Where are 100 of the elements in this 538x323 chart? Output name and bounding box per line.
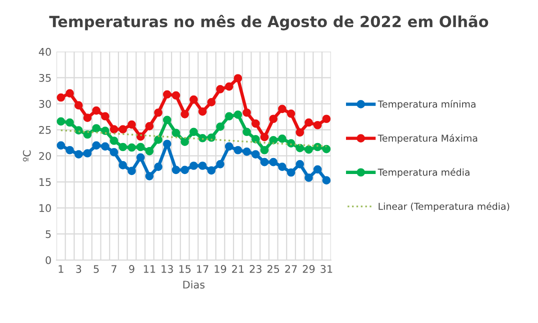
point bbox=[154, 108, 162, 117]
point bbox=[92, 124, 100, 132]
point bbox=[278, 104, 286, 114]
point bbox=[180, 110, 189, 118]
point bbox=[92, 141, 100, 150]
point bbox=[145, 122, 154, 130]
x-tick-label: 25 bbox=[267, 265, 280, 273]
x-axis-title: Dias bbox=[183, 280, 205, 289]
point bbox=[136, 153, 145, 162]
point bbox=[118, 161, 128, 170]
point bbox=[118, 142, 128, 152]
y-tick-label: 35 bbox=[39, 74, 51, 82]
point bbox=[251, 135, 260, 144]
y-tick-label: 40 bbox=[38, 48, 51, 56]
point bbox=[313, 120, 322, 130]
point bbox=[83, 130, 92, 139]
point bbox=[313, 165, 322, 174]
y-tick-label: 15 bbox=[40, 178, 51, 186]
point bbox=[269, 114, 278, 124]
x-tick-label: 17 bbox=[197, 265, 208, 273]
point bbox=[110, 125, 118, 134]
x-tick-label: 1 bbox=[58, 265, 64, 273]
chart-title: Temperaturas no mês de Agosto de 2022 em Olhão bbox=[49, 14, 488, 30]
point bbox=[269, 136, 278, 144]
y-tick-label: 25 bbox=[39, 126, 51, 134]
point bbox=[234, 110, 242, 119]
point bbox=[304, 145, 313, 154]
point bbox=[322, 176, 331, 184]
x-tick-label: 31 bbox=[320, 265, 332, 273]
point bbox=[128, 166, 136, 176]
point bbox=[136, 142, 145, 152]
point bbox=[322, 114, 331, 124]
point bbox=[207, 133, 216, 142]
y-tick-label: 30 bbox=[39, 100, 51, 108]
x-tick-label: 3 bbox=[76, 265, 82, 273]
x-tick-label: 21 bbox=[232, 265, 244, 273]
point bbox=[145, 172, 154, 180]
legend-label: Temperatura Máxima bbox=[378, 134, 478, 144]
x-tick-label: 27 bbox=[285, 265, 297, 273]
point bbox=[172, 91, 180, 100]
point bbox=[313, 142, 322, 152]
x-tick-label: 29 bbox=[302, 265, 315, 273]
point bbox=[136, 132, 145, 141]
point bbox=[322, 144, 331, 154]
point bbox=[269, 158, 278, 166]
point bbox=[260, 146, 269, 154]
point bbox=[304, 174, 313, 182]
point bbox=[101, 112, 110, 120]
point bbox=[56, 141, 66, 150]
point bbox=[162, 116, 172, 124]
point bbox=[242, 108, 251, 117]
point bbox=[224, 112, 234, 120]
x-tick-label: 19 bbox=[214, 265, 226, 273]
point bbox=[296, 160, 304, 168]
point bbox=[216, 85, 224, 94]
point bbox=[260, 132, 269, 142]
point bbox=[296, 144, 304, 152]
point bbox=[216, 122, 224, 131]
point bbox=[190, 162, 198, 170]
point bbox=[190, 128, 198, 136]
point bbox=[207, 98, 216, 106]
point bbox=[128, 143, 136, 152]
point bbox=[74, 101, 83, 110]
x-tick-label: 23 bbox=[250, 265, 262, 273]
legend-label: Temperatura mínima bbox=[378, 100, 476, 110]
point bbox=[128, 120, 136, 129]
legend-label: Linear (Temperatura média) bbox=[378, 202, 510, 212]
point bbox=[110, 148, 118, 156]
point bbox=[286, 168, 296, 177]
point bbox=[234, 74, 242, 82]
point bbox=[162, 90, 172, 99]
y-tick-label: 0 bbox=[46, 256, 51, 264]
point bbox=[110, 136, 118, 145]
point bbox=[92, 106, 100, 115]
point bbox=[101, 126, 110, 136]
point bbox=[216, 160, 224, 168]
point bbox=[56, 93, 66, 102]
point bbox=[180, 166, 189, 174]
point bbox=[242, 128, 251, 136]
point bbox=[154, 136, 162, 144]
point bbox=[242, 148, 251, 156]
point bbox=[296, 128, 304, 137]
point bbox=[66, 146, 74, 154]
point bbox=[260, 158, 269, 166]
point bbox=[224, 82, 234, 91]
point bbox=[83, 114, 92, 122]
point bbox=[198, 107, 207, 116]
y-axis-title: ºC bbox=[22, 150, 31, 162]
point bbox=[172, 128, 180, 138]
point bbox=[286, 109, 296, 118]
y-tick-label: 10 bbox=[40, 204, 51, 212]
x-tick-label: 9 bbox=[129, 265, 134, 273]
x-tick-label: 7 bbox=[112, 265, 116, 273]
x-tick-label: 11 bbox=[144, 265, 156, 273]
point bbox=[66, 118, 74, 127]
y-tick-label: 5 bbox=[46, 230, 51, 238]
point bbox=[56, 117, 66, 126]
point bbox=[190, 95, 198, 104]
point bbox=[66, 89, 74, 98]
x-tick-label: 15 bbox=[179, 265, 191, 273]
